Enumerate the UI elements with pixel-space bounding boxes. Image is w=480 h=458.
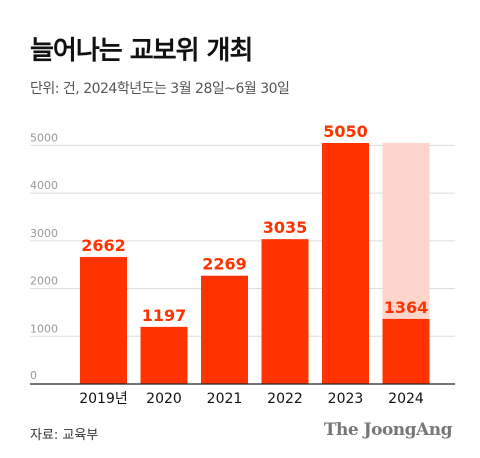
data-label: 3035: [263, 218, 308, 237]
data-label: 2662: [81, 236, 126, 255]
bar: [322, 143, 369, 384]
x-tick-label: 2019년: [79, 391, 128, 407]
x-tick-label: 2020: [146, 391, 182, 407]
chart-subtitle: 단위: 건, 2024학년도는 3월 28일~6월 30일: [30, 81, 290, 97]
y-tick-label: 0: [30, 369, 37, 382]
data-label: 1364: [384, 298, 429, 317]
y-tick-label: 3000: [30, 227, 58, 240]
bar: [80, 256, 127, 384]
bar: [261, 239, 309, 384]
bar: [140, 326, 188, 384]
x-tick-label: 2022: [267, 391, 303, 407]
y-tick-label: 2000: [30, 275, 58, 288]
publisher-logo: The JoongAng: [323, 420, 453, 440]
bar: [201, 275, 248, 384]
chart-title: 늘어나는 교보위 개최: [30, 36, 253, 66]
y-tick-label: 4000: [30, 179, 58, 192]
source-note: 자료: 교육부: [30, 428, 99, 443]
y-tick-label: 1000: [30, 322, 58, 335]
x-tick-label: 2024: [388, 391, 424, 407]
data-label: 1197: [142, 306, 187, 325]
y-tick-label: 5000: [30, 131, 58, 144]
x-tick-label: 2021: [207, 391, 243, 407]
data-label: 5050: [323, 122, 368, 141]
x-tick-label: 2023: [328, 391, 364, 407]
bar: [382, 318, 430, 384]
data-label: 2269: [202, 255, 247, 274]
